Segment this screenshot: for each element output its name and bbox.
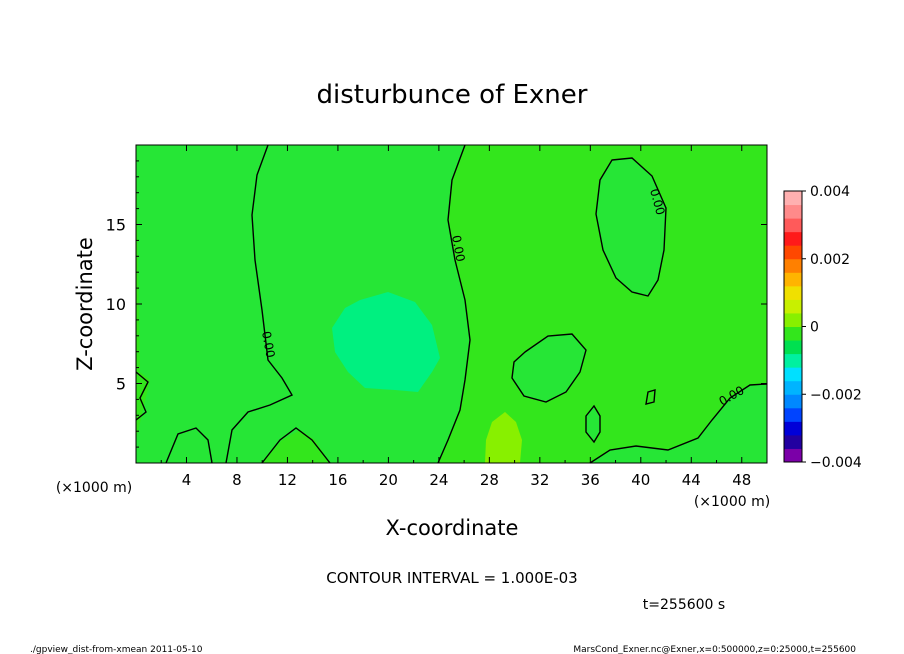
x-tick-label: 16 (328, 471, 347, 489)
colorbar-level (784, 231, 802, 246)
contour-lines (135, 144, 768, 464)
source-label: MarsCond_Exner.nc@Exner,x=0:500000,z=0:2… (573, 645, 856, 654)
colorbar-level (784, 340, 802, 355)
zero-contour-small-left (165, 427, 213, 464)
contour-label-left: 0.00 (259, 330, 277, 359)
y-tick-label: 15 (106, 216, 126, 235)
lower-right-negative-region (590, 384, 767, 463)
x-tick-label: 48 (732, 471, 751, 489)
x-tick-label: 8 (232, 471, 242, 489)
chart-title: disturbunce of Exner (317, 80, 588, 110)
colorbar-level (784, 407, 802, 422)
zero-contour-lower-mid (261, 427, 331, 464)
y-axis-label: Z-coordinate (73, 237, 97, 371)
y-tick-label: 10 (106, 295, 126, 314)
x-axis-label: X-coordinate (386, 516, 519, 540)
zero-contour-small-right (585, 404, 601, 444)
x-tick-label: 44 (682, 471, 701, 489)
colorbar-level (784, 380, 802, 395)
colorbar-level (784, 272, 802, 287)
zero-contour-mid-right (511, 333, 587, 403)
upper-right-negative-cell (596, 158, 666, 296)
y-tick-label: 5 (116, 375, 126, 394)
zero-contour-tiny (645, 389, 656, 405)
colorbar-level (784, 204, 802, 219)
mid-right-negative-cell (512, 334, 586, 402)
x-tick-label: 28 (480, 471, 499, 489)
script-label: ./gpview_dist-from-xmean 2011-05-10 (30, 645, 203, 654)
x-tick-label: 20 (379, 471, 398, 489)
plot-area: 0.00 0.00 0.00 0.00 4 8 12 16 20 24 28 32 36 40 44… (106, 144, 768, 489)
x-unit-right: (×1000 m) (694, 494, 770, 510)
colorbar-level (784, 299, 802, 314)
x-unit-left: (×1000 m) (56, 480, 132, 496)
colorbar-level (784, 245, 802, 260)
colorbar-level (784, 312, 802, 327)
central-minimum-region (332, 292, 440, 392)
colorbar-level (784, 367, 802, 382)
x-tick-label: 36 (581, 471, 600, 489)
colorbar-level (784, 448, 802, 463)
contour-label-center: 0.00 (449, 234, 467, 263)
small-right-blob (586, 406, 600, 442)
colorbar-level (784, 285, 802, 300)
colorbar-tick-label: −0.004 (810, 455, 862, 471)
positive-bump-region (485, 412, 522, 463)
colorbar-tick-label: 0 (810, 320, 819, 336)
contour-label-right: 0.00 (647, 187, 667, 216)
x-tick-label: 24 (429, 471, 448, 489)
colorbar-tick-label: 0.004 (810, 184, 850, 200)
x-axis: 4 8 12 16 20 24 28 32 36 40 44 48 (160, 145, 751, 489)
x-tick-label: 12 (278, 471, 297, 489)
colorbar-level (784, 434, 802, 449)
time-label: t=255600 s (643, 597, 725, 613)
colorbar-level (784, 421, 802, 436)
zero-contour-left-edge (135, 371, 149, 421)
zero-contour-upper-right (595, 157, 667, 297)
colorbar-level (784, 326, 802, 341)
colorbar-level (784, 218, 802, 233)
x-tick-label: 4 (182, 471, 192, 489)
x-tick-label: 32 (530, 471, 549, 489)
colorbar-level (784, 191, 802, 206)
colorbar-level (784, 394, 802, 409)
zero-contour-left (225, 144, 293, 464)
contour-interval: CONTOUR INTERVAL = 1.000E-03 (326, 569, 577, 587)
colorbar: 0.004 0.002 0 −0.002 −0.004 (783, 184, 862, 471)
colorbar-level (784, 353, 802, 368)
colorbar-level (784, 258, 802, 273)
y-axis: 5 10 15 (106, 160, 767, 448)
zero-contour-lower-right (589, 383, 768, 464)
colorbar-tick-label: 0.002 (810, 252, 850, 268)
left-negative-region (136, 145, 292, 463)
zero-contour-center (437, 144, 471, 464)
colorbar-tick-label: −0.002 (810, 387, 862, 403)
central-band-region (226, 145, 470, 463)
x-tick-label: 40 (631, 471, 650, 489)
